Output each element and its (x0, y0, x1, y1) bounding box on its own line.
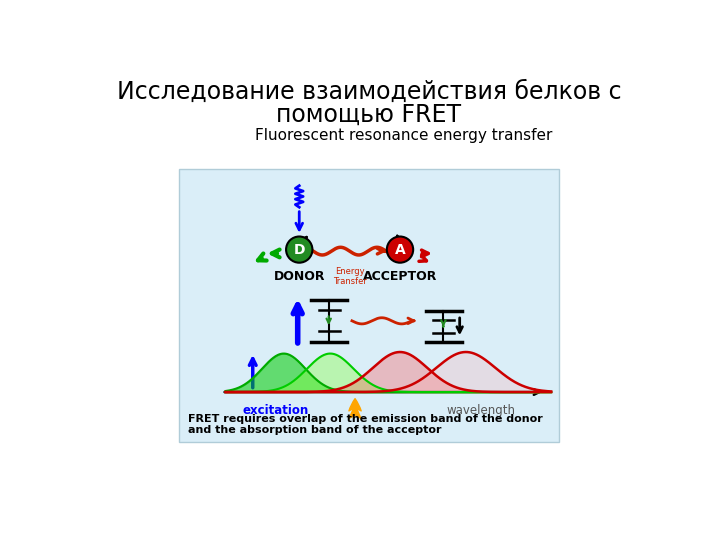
Text: Исследование взаимодействия белков с: Исследование взаимодействия белков с (117, 80, 621, 104)
Text: D: D (294, 242, 305, 256)
Text: Energy
Transfer: Energy Transfer (333, 267, 366, 286)
Text: wavelength: wavelength (447, 404, 516, 417)
Text: DONOR: DONOR (274, 270, 325, 283)
Circle shape (286, 237, 312, 262)
Circle shape (387, 237, 413, 262)
Text: ACCEPTOR: ACCEPTOR (363, 270, 437, 283)
FancyBboxPatch shape (179, 168, 559, 442)
Text: помощью FRET: помощью FRET (276, 103, 462, 127)
Text: Fluorescent resonance energy transfer: Fluorescent resonance energy transfer (255, 128, 552, 143)
Text: FRET requires overlap of the emission band of the donor
and the absorption band : FRET requires overlap of the emission ba… (189, 414, 543, 435)
Text: A: A (395, 242, 405, 256)
Text: excitation: excitation (243, 404, 309, 417)
